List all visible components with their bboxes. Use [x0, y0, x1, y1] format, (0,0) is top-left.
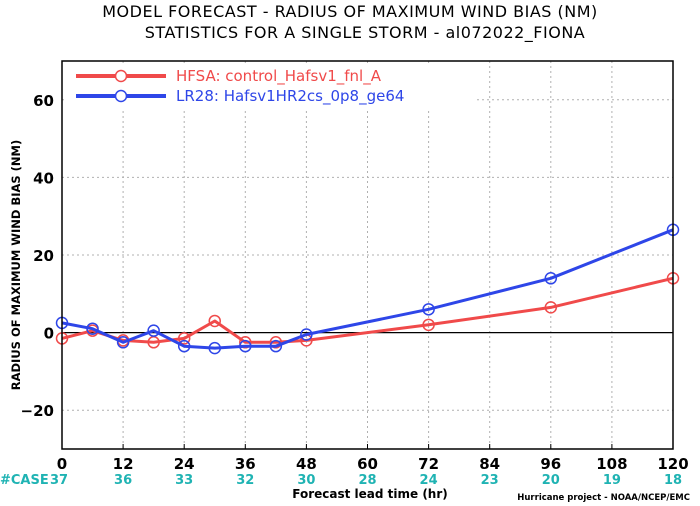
- case-count: 28: [358, 473, 376, 488]
- case-count: 30: [297, 473, 315, 488]
- x-tick-label: 60: [357, 455, 378, 473]
- y-tick-label: −20: [21, 402, 54, 420]
- data-point: [239, 336, 252, 349]
- legend-swatch-marker: [114, 89, 128, 103]
- case-count: 19: [603, 473, 621, 488]
- legend-background: [66, 64, 474, 108]
- data-point: [208, 341, 221, 355]
- data-point: [239, 339, 252, 353]
- data-point: [269, 336, 283, 349]
- x-tick-label: 120: [657, 455, 688, 473]
- case-count: 24: [420, 473, 438, 488]
- x-tick-label: 96: [540, 455, 561, 473]
- x-tick-label: 48: [296, 455, 317, 473]
- legend-swatch-marker: [114, 69, 128, 83]
- legend-label: HFSA: control_Hafsv1_fnl_A: [176, 67, 382, 86]
- x-tick-label: 36: [235, 455, 256, 473]
- x-axis-label: Forecast lead time (hr): [292, 487, 448, 501]
- x-tick-label: 12: [113, 455, 134, 473]
- x-tick-label: 84: [479, 455, 500, 473]
- data-point: [544, 272, 558, 285]
- data-point: [86, 322, 99, 335]
- case-count: 18: [664, 473, 682, 488]
- data-point: [422, 303, 435, 316]
- case-count: 32: [236, 473, 254, 488]
- case-count: 37: [50, 473, 68, 488]
- credit-text: Hurricane project - NOAA/NCEP/EMC: [517, 493, 690, 503]
- y-tick-label: 40: [33, 169, 54, 187]
- series-2: [55, 223, 680, 355]
- case-count: 33: [175, 473, 193, 488]
- legend-label: LR28: Hafsv1HR2cs_0p8_ge64: [176, 87, 404, 106]
- chart-title-line2: STATISTICS FOR A SINGLE STORM - al072022…: [145, 23, 585, 43]
- case-count: 36: [114, 473, 132, 488]
- data-point: [422, 318, 435, 332]
- case-count: 20: [542, 473, 560, 488]
- series-layer: [55, 223, 680, 355]
- y-tick-label: 60: [33, 92, 54, 110]
- data-point: [269, 339, 283, 353]
- data-point: [544, 301, 558, 314]
- grid: [62, 61, 673, 449]
- data-point: [116, 336, 130, 349]
- data-point: [177, 332, 191, 345]
- x-tick-label: 108: [596, 455, 627, 473]
- data-point: [147, 324, 160, 337]
- x-tick-labels: 0 12 24 36 48 60 72 84 96 108 120: [57, 444, 689, 473]
- chart-title-line1: MODEL FORECAST - RADIUS OF MAXIMUM WIND …: [102, 2, 598, 21]
- y-tick-label: 0: [44, 325, 54, 343]
- data-point: [177, 339, 191, 353]
- data-point: [300, 328, 313, 341]
- x-tick-label: 0: [57, 455, 67, 473]
- data-point: [208, 314, 221, 328]
- y-tick-label: 20: [33, 247, 54, 265]
- case-counts: 37 36 33 32 30 28 24 23 20 19 18: [50, 473, 682, 488]
- x-tick-label: 72: [418, 455, 439, 473]
- case-count: 23: [481, 473, 499, 488]
- y-tick-labels: −20 0 20 40 60: [21, 92, 54, 420]
- case-label: #CASE: [0, 473, 49, 488]
- x-tick-label: 24: [174, 455, 195, 473]
- y-axis-label: RADIUS OF MAXIMUM WIND BIAS (NM): [9, 140, 23, 391]
